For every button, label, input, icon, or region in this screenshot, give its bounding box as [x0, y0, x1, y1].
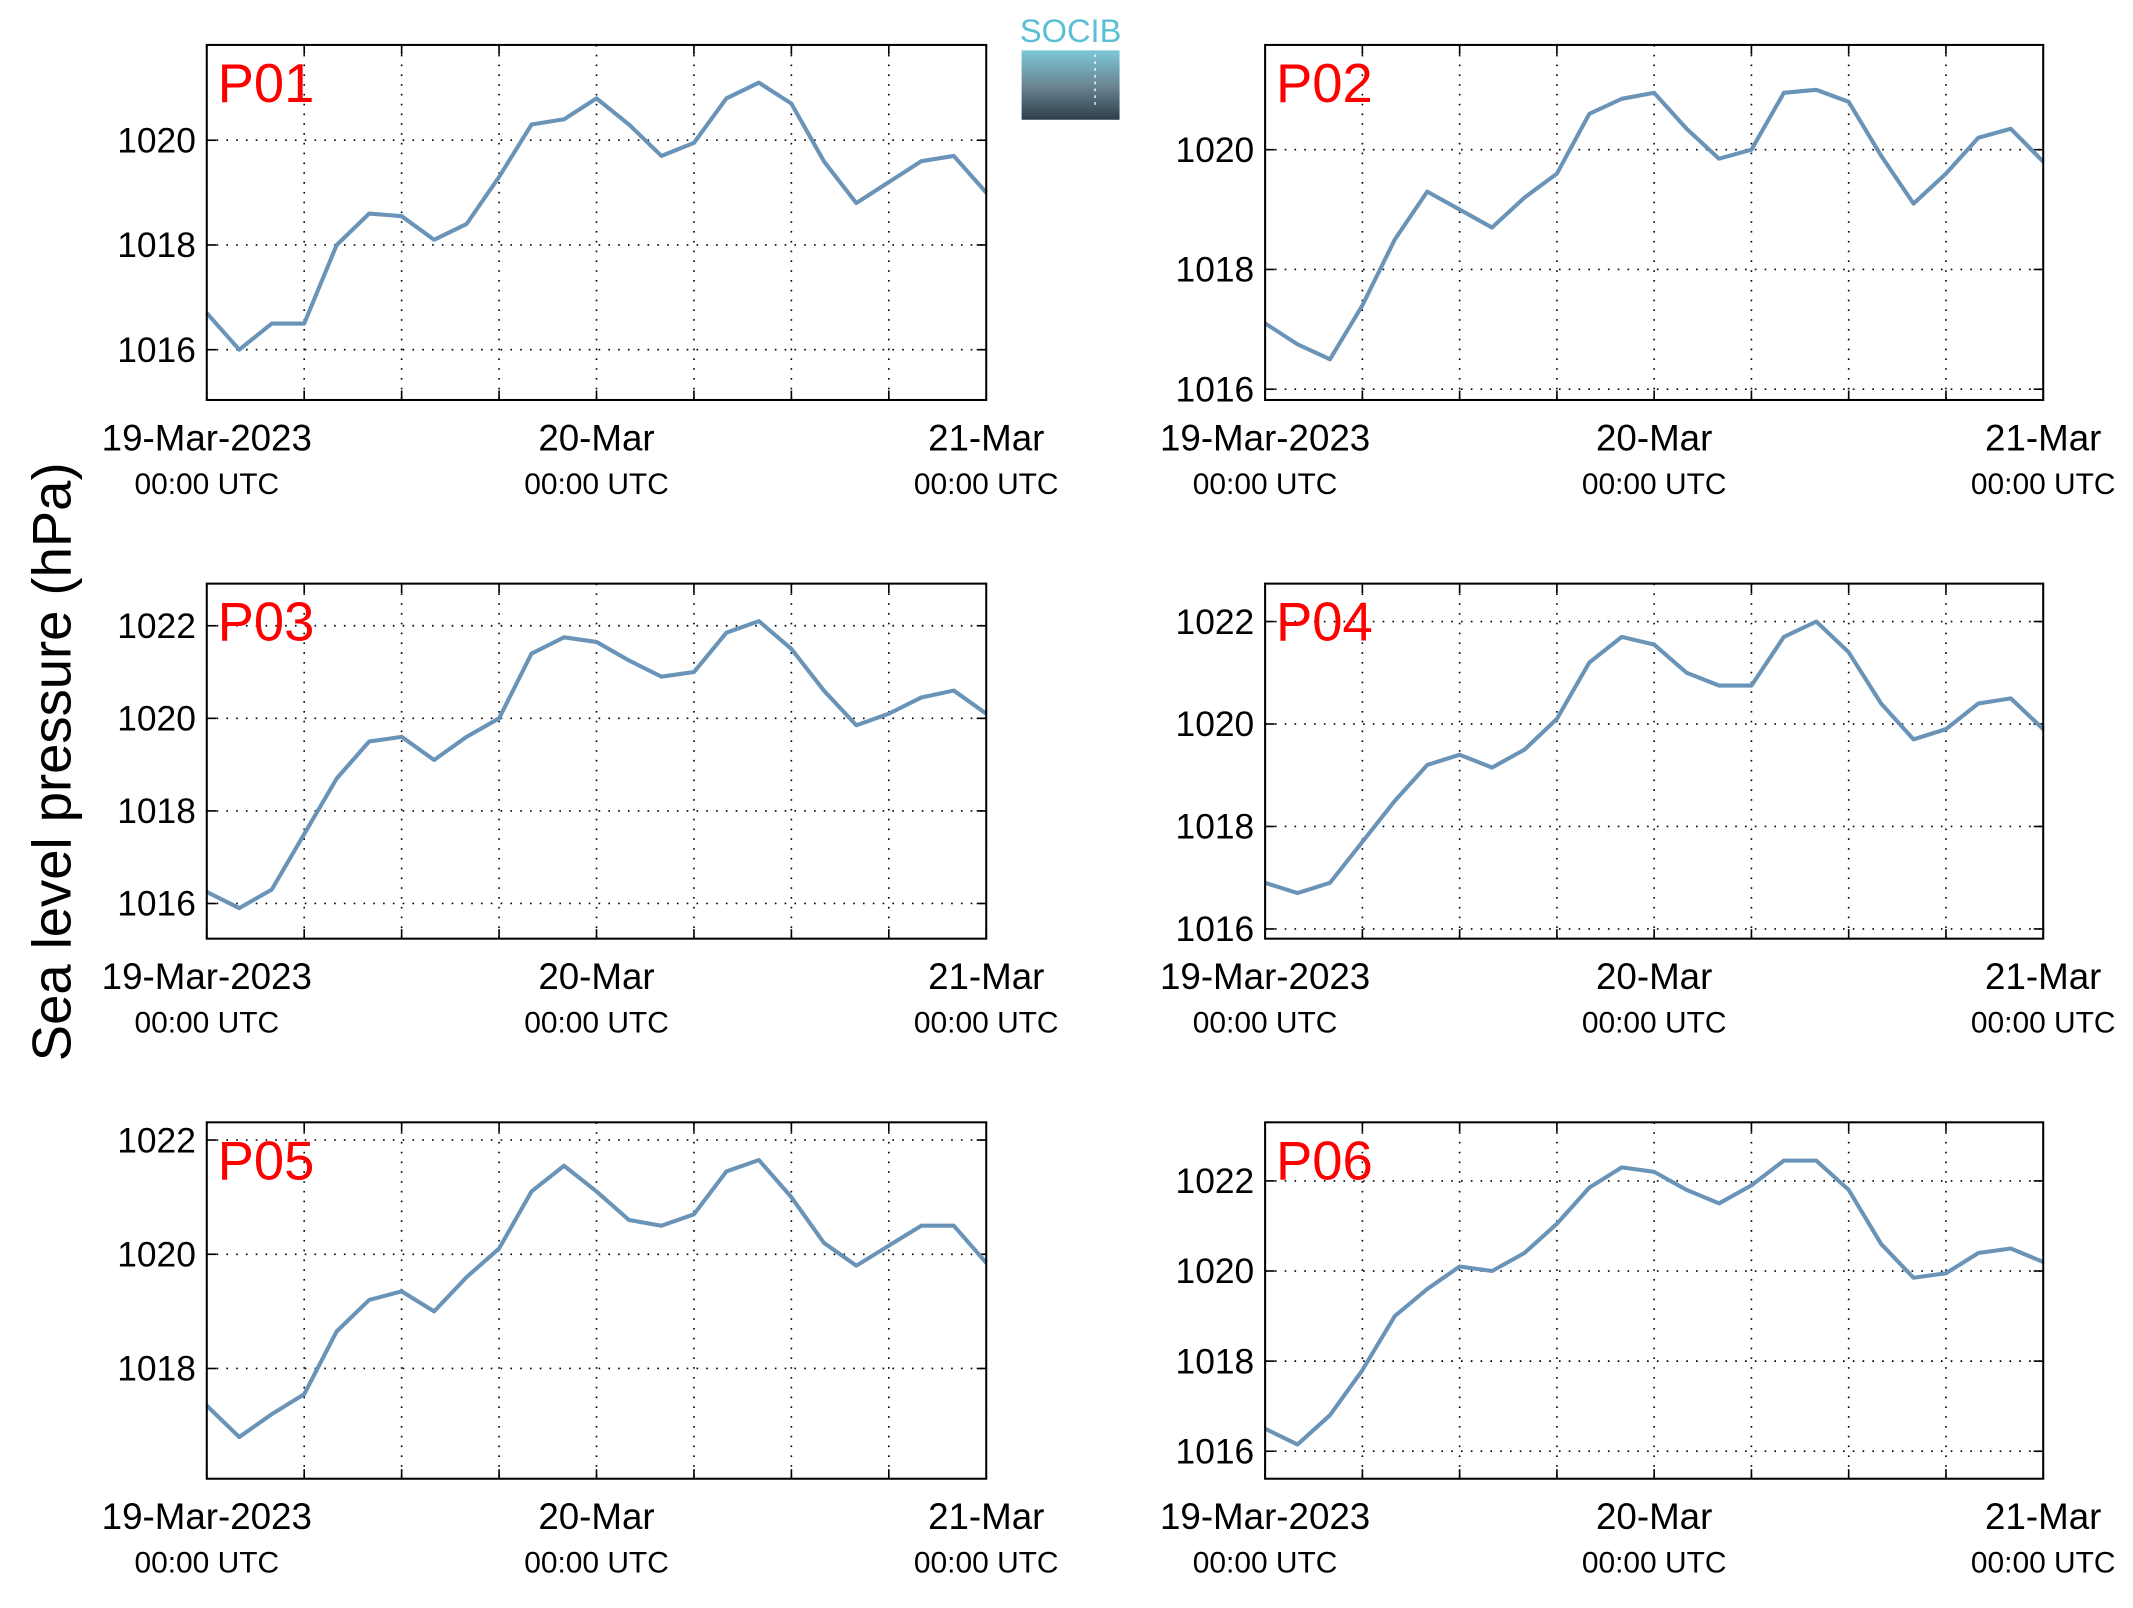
panel-title: P03 [218, 592, 315, 653]
x-tick-label: 19-Mar-2023 [102, 956, 312, 997]
x-tick-sublabel: 00:00 UTC [1971, 1007, 2116, 1040]
y-tick-label: 1016 [117, 331, 196, 370]
x-tick-label: 20-Mar [1596, 1496, 1712, 1537]
y-tick-label: 1022 [117, 607, 196, 646]
y-tick-label: 1020 [117, 121, 196, 160]
x-tick-sublabel: 00:00 UTC [1582, 1547, 1727, 1580]
x-tick-label: 20-Mar [1596, 956, 1712, 997]
panel-title: P05 [218, 1130, 315, 1191]
x-tick-label: 20-Mar [538, 417, 654, 458]
y-tick-label: 1020 [1176, 131, 1255, 170]
y-tick-label: 1022 [117, 1121, 196, 1160]
y-tick-label: 1022 [1176, 1162, 1255, 1201]
panel-title: P06 [1276, 1130, 1373, 1191]
x-tick-label: 19-Mar-2023 [1160, 417, 1370, 458]
y-tick-label: 1018 [117, 1350, 196, 1389]
x-tick-label: 20-Mar [538, 956, 654, 997]
y-tick-label: 1020 [117, 1235, 196, 1274]
series-line [1264, 619, 2045, 896]
x-tick-sublabel: 00:00 UTC [1582, 468, 1727, 501]
panel-title: P02 [1276, 53, 1373, 114]
y-tick-label: 1018 [1176, 1342, 1255, 1381]
x-tick-sublabel: 00:00 UTC [134, 1547, 279, 1580]
panel-title: P01 [218, 53, 315, 114]
y-tick-label: 1018 [117, 226, 196, 265]
x-tick-label: 21-Mar [928, 956, 1044, 997]
x-tick-label: 20-Mar [538, 1496, 654, 1537]
y-tick-label: 1016 [1176, 1432, 1255, 1471]
x-tick-label: 21-Mar [1985, 417, 2101, 458]
x-tick-sublabel: 00:00 UTC [1582, 1007, 1727, 1040]
plot-area [206, 1122, 987, 1479]
x-tick-label: 21-Mar [1985, 1496, 2101, 1537]
series-line [205, 80, 988, 352]
x-tick-label: 19-Mar-2023 [102, 1496, 312, 1537]
x-tick-sublabel: 00:00 UTC [914, 468, 1059, 501]
x-tick-sublabel: 00:00 UTC [1971, 1547, 2116, 1580]
x-tick-sublabel: 00:00 UTC [524, 1007, 669, 1040]
series-line [205, 619, 988, 911]
y-axis-title: Sea level pressure (hPa) [22, 462, 83, 1061]
x-tick-sublabel: 00:00 UTC [1193, 468, 1338, 501]
x-tick-label: 21-Mar [928, 1496, 1044, 1537]
x-tick-sublabel: 00:00 UTC [524, 1547, 669, 1580]
logo-text: SOCIB [1020, 12, 1122, 49]
y-tick-label: 1020 [117, 700, 196, 739]
y-tick-label: 1018 [117, 792, 196, 831]
plot-frame [205, 43, 988, 402]
y-tick-label: 1022 [1176, 603, 1255, 642]
x-tick-label: 21-Mar [1985, 956, 2101, 997]
x-tick-sublabel: 00:00 UTC [914, 1547, 1059, 1580]
plot-frame [1264, 582, 2045, 940]
y-tick-label: 1020 [1176, 705, 1255, 744]
x-tick-sublabel: 00:00 UTC [1193, 1007, 1338, 1040]
plot-area [1265, 1122, 2044, 1479]
plot-frame [1264, 1121, 2045, 1480]
plot-frame [1264, 43, 2045, 402]
plot-frame [205, 582, 988, 940]
x-tick-sublabel: 00:00 UTC [134, 1007, 279, 1040]
series-line [1264, 87, 2045, 362]
plot-frame [205, 1121, 988, 1480]
series-line [205, 1157, 988, 1440]
x-tick-sublabel: 00:00 UTC [1193, 1547, 1338, 1580]
y-tick-label: 1016 [1176, 910, 1255, 949]
x-tick-label: 19-Mar-2023 [1160, 956, 1370, 997]
x-tick-label: 20-Mar [1596, 417, 1712, 458]
y-tick-label: 1016 [1176, 370, 1255, 409]
logo-block [1021, 50, 1120, 120]
x-tick-sublabel: 00:00 UTC [914, 1007, 1059, 1040]
y-tick-label: 1016 [117, 885, 196, 924]
y-tick-label: 1018 [1176, 808, 1255, 847]
y-tick-label: 1018 [1176, 251, 1255, 290]
x-tick-sublabel: 00:00 UTC [1971, 468, 2116, 501]
x-tick-label: 21-Mar [928, 417, 1044, 458]
y-tick-label: 1020 [1176, 1252, 1255, 1291]
x-tick-label: 19-Mar-2023 [1160, 1496, 1370, 1537]
x-tick-label: 19-Mar-2023 [102, 417, 312, 458]
x-tick-sublabel: 00:00 UTC [134, 468, 279, 501]
series-line [1264, 1158, 2045, 1447]
x-tick-sublabel: 00:00 UTC [524, 468, 669, 501]
panel-title: P04 [1276, 592, 1373, 653]
